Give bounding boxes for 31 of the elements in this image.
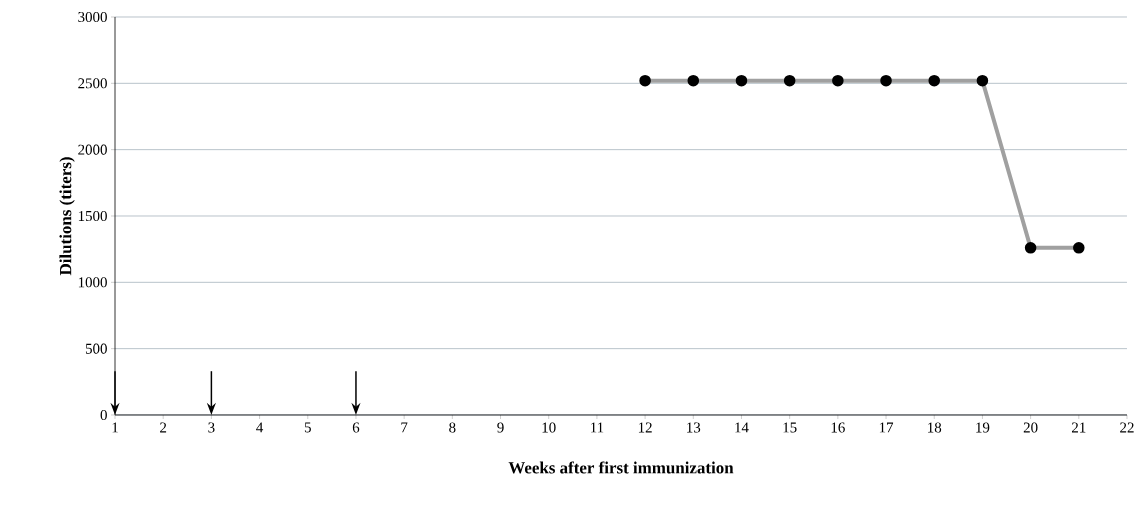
y-tick-label: 1500	[78, 210, 107, 222]
x-tick-label: 6	[352, 422, 360, 433]
y-tick-label: 0	[100, 409, 107, 421]
y-tick-label: 1000	[78, 277, 107, 288]
x-tick-label: 11	[591, 422, 604, 433]
x-tick-label: 14	[735, 422, 749, 433]
x-tick-label: 3	[208, 422, 215, 433]
x-tick-label: 21	[1071, 422, 1086, 433]
x-tick-label: 2	[160, 422, 167, 433]
x-tick-label: 1	[112, 422, 118, 433]
y-tick-label: 3000	[78, 11, 107, 23]
y-tick-label: 2500	[78, 78, 107, 89]
x-tick-label: 13	[687, 422, 701, 433]
x-tick-label: 9	[497, 422, 504, 433]
y-axis-title: Dilutions (titers)	[59, 157, 75, 276]
x-tick-label: 15	[783, 422, 797, 433]
x-tick-label: 10	[542, 422, 556, 433]
x-axis-title: Weeks after first immunization	[508, 461, 734, 474]
x-tick-label: 18	[928, 422, 942, 433]
x-tick-label: 7	[401, 422, 408, 433]
x-tick-label: 20	[1023, 422, 1038, 433]
x-tick-label: 12	[638, 422, 652, 433]
x-tick-label: 5	[304, 422, 311, 433]
x-tick-label: 8	[449, 422, 456, 433]
x-tick-label: 4	[256, 422, 264, 433]
y-tick-label: 2000	[78, 144, 107, 155]
x-tick-label: 22	[1120, 422, 1134, 433]
x-tick-label: 16	[831, 422, 845, 433]
x-tick-label: 19	[976, 422, 990, 433]
y-tick-label: 500	[85, 343, 107, 354]
x-tick-label: 17	[879, 422, 894, 433]
